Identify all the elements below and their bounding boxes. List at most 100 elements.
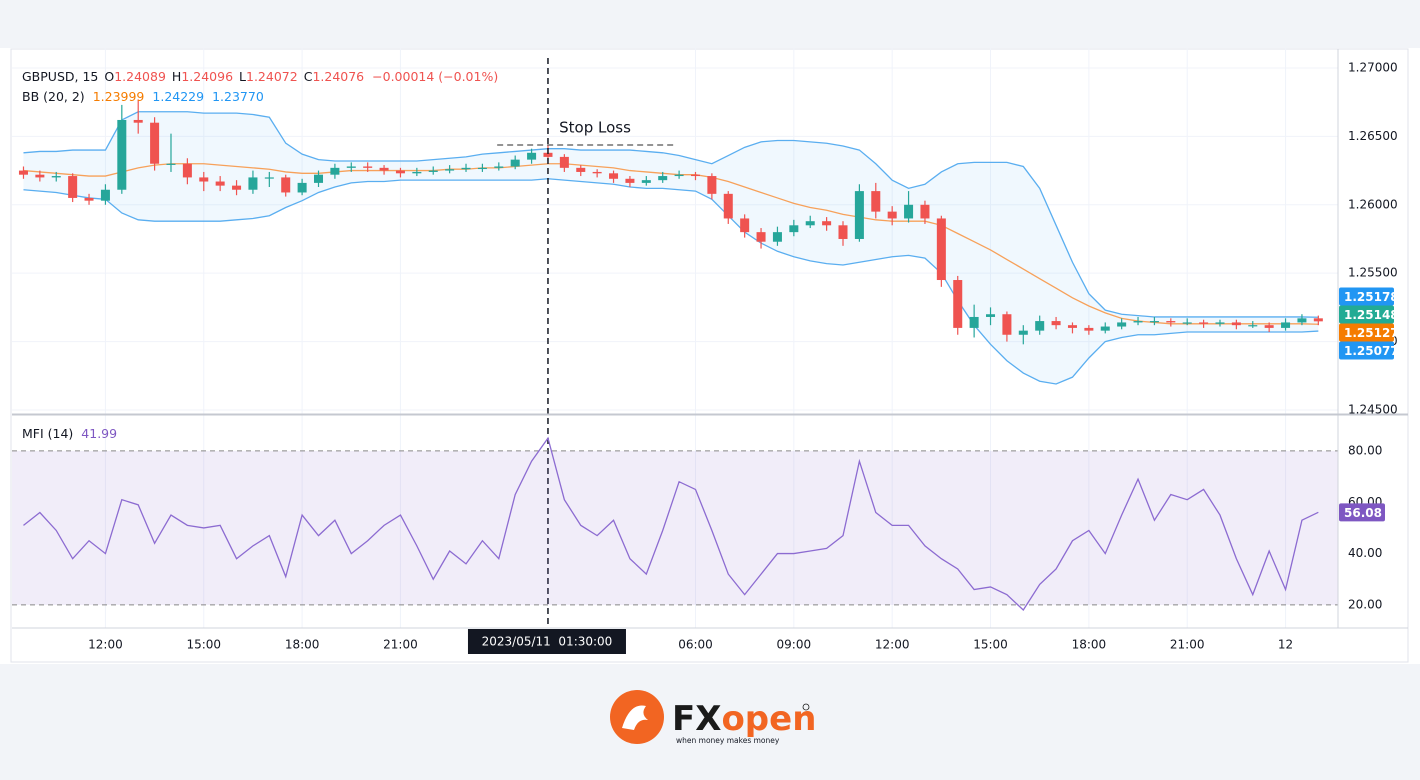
- candle-body: [1018, 330, 1028, 335]
- x-tick-label: 12:00: [875, 638, 910, 652]
- candle-body: [477, 167, 487, 170]
- candle-body: [1100, 326, 1110, 331]
- y-tick-label: 1.24500: [1348, 402, 1398, 416]
- candle-body: [264, 177, 274, 179]
- x-tick-label: 18:00: [285, 638, 320, 652]
- candle-body: [117, 119, 127, 190]
- candle-body: [346, 166, 356, 168]
- candle-body: [100, 189, 110, 201]
- mfi-title: MFI (14): [22, 426, 73, 441]
- candle-body: [1248, 325, 1258, 327]
- legend-key: L: [239, 69, 246, 84]
- candle-body: [395, 170, 405, 174]
- candle-body: [658, 176, 668, 181]
- price-tag: 1.25148: [1344, 308, 1399, 322]
- candle-body: [1182, 322, 1192, 324]
- legend-value: 1.24076: [312, 69, 364, 84]
- candle-body: [18, 170, 28, 175]
- candle-body: [363, 166, 373, 168]
- logo: FXopen when money makes money: [610, 690, 816, 745]
- candle-body: [1035, 321, 1045, 331]
- candle-body: [969, 316, 979, 328]
- change: −0.00014 (−0.01%): [372, 69, 498, 84]
- candle-body: [707, 176, 717, 194]
- legend-key: C: [304, 69, 313, 84]
- legend-value: 1.24089: [114, 69, 166, 84]
- tagline: when money makes money: [676, 736, 780, 745]
- candle-body: [1051, 321, 1061, 326]
- price-tag-bg: [1339, 323, 1394, 342]
- candle-body: [609, 173, 619, 179]
- candle-body: [543, 152, 553, 157]
- middle-band-line: [23, 163, 1319, 325]
- symbol: GBPUSD, 15: [22, 69, 98, 84]
- ohlc-legend: GBPUSD, 15 O1.24089 H1.24096 L1.24072 C1.240…: [22, 69, 498, 84]
- y-tick-label: 1.26000: [1348, 197, 1398, 211]
- y-tick-label: 80.00: [1348, 443, 1382, 457]
- candle-body: [313, 174, 324, 183]
- lower-band-line: [23, 178, 1319, 385]
- candle-body: [1067, 325, 1077, 328]
- candle-body: [772, 232, 782, 242]
- candle-body: [84, 197, 94, 201]
- candle-body: [182, 163, 192, 178]
- candle-body: [1166, 321, 1176, 323]
- candle-body: [166, 163, 176, 165]
- y-tick-label: 20.00: [1348, 597, 1382, 611]
- crosshair-label: 2023/05/11 01:30:00: [482, 635, 613, 649]
- x-tick-label: 18:00: [1072, 638, 1107, 652]
- candle-body: [559, 156, 569, 168]
- candle-body: [133, 119, 143, 123]
- plot: 1.245001.250001.255001.260001.265001.270…: [12, 48, 1399, 654]
- x-tick-label: 21:00: [1170, 638, 1205, 652]
- candle-body: [871, 191, 881, 212]
- price-tag: 1.25178: [1344, 290, 1399, 304]
- y-tick-label: 1.25500: [1348, 266, 1398, 280]
- candle-body: [625, 178, 635, 183]
- candle-body: [690, 174, 700, 177]
- stop-loss-label: Stop Loss: [559, 118, 631, 136]
- candle-body: [379, 167, 389, 171]
- candle-body: [756, 232, 766, 242]
- price-tag: 1.25077: [1344, 344, 1399, 358]
- candle-body: [494, 166, 504, 168]
- mfi-legend: MFI (14) 41.99: [22, 426, 117, 441]
- candle-body: [510, 159, 520, 167]
- y-tick-label: 1.26500: [1348, 129, 1398, 143]
- price-tag-bg: [1339, 341, 1394, 360]
- crosshair-label-bg: [467, 629, 626, 654]
- price-tag-bg: [1339, 305, 1394, 324]
- candle-body: [953, 280, 963, 328]
- candle-body: [740, 218, 750, 233]
- value-tag-bg: [1339, 503, 1385, 522]
- indicator-value: 1.24229: [152, 89, 204, 104]
- candle-body: [281, 177, 291, 193]
- candle-body: [887, 211, 897, 219]
- brand: FXopen: [672, 699, 816, 739]
- candle-body: [150, 122, 160, 164]
- chart-frame: [10, 48, 1409, 663]
- candle-body: [920, 204, 930, 219]
- candle-body: [51, 176, 61, 178]
- indicator-legend: BB (20, 2) 1.23999 1.24229 1.23770: [22, 89, 264, 104]
- candle-body: [199, 177, 209, 182]
- indicator-name: BB (20, 2): [22, 89, 85, 104]
- candle-body: [330, 167, 340, 175]
- x-tick-label: 15:00: [973, 638, 1008, 652]
- candle-body: [1297, 318, 1307, 323]
- candle-body: [986, 314, 996, 317]
- x-tick-label: 06:00: [678, 638, 713, 652]
- x-tick-label: 15:00: [186, 638, 221, 652]
- candle-body: [854, 191, 864, 239]
- legend-key: O: [104, 69, 114, 84]
- candle-body: [822, 221, 832, 226]
- y-tick-label: 40.00: [1348, 546, 1382, 560]
- mfi-line: [23, 436, 1319, 612]
- candle-body: [576, 167, 586, 172]
- candle-body: [838, 225, 848, 239]
- candle-body: [1133, 321, 1143, 323]
- candle-body: [215, 181, 225, 186]
- y-tick-label: 1.27000: [1348, 60, 1398, 74]
- candle-body: [936, 218, 946, 281]
